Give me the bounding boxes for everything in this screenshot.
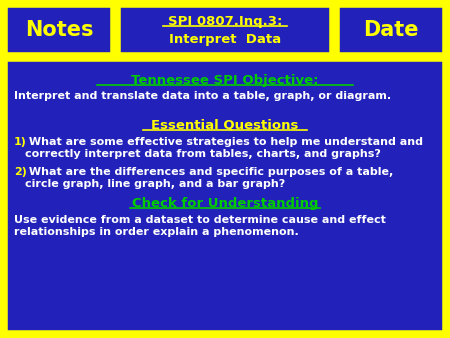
Text: What are the differences and specific purposes of a table,
circle graph, line gr: What are the differences and specific pu… xyxy=(25,167,393,189)
Text: Interpret  Data: Interpret Data xyxy=(169,32,281,46)
Text: Interpret and translate data into a table, graph, or diagram.: Interpret and translate data into a tabl… xyxy=(14,91,391,101)
Text: Date: Date xyxy=(363,20,419,40)
Bar xyxy=(5,5,113,55)
Bar xyxy=(118,5,332,55)
Bar xyxy=(5,59,445,333)
Text: Check for Understanding: Check for Understanding xyxy=(132,197,318,210)
Text: Use evidence from a dataset to determine cause and effect
relationships in order: Use evidence from a dataset to determine… xyxy=(14,215,386,237)
Text: 2): 2) xyxy=(14,167,27,177)
Text: Essential Questions: Essential Questions xyxy=(151,119,299,132)
Text: SPI 0807.Inq.3:: SPI 0807.Inq.3: xyxy=(168,15,282,27)
Text: 1): 1) xyxy=(14,137,27,147)
Bar xyxy=(337,5,445,55)
Text: Tennessee SPI Objective:: Tennessee SPI Objective: xyxy=(131,74,319,87)
Text: Notes: Notes xyxy=(25,20,93,40)
Text: What are some effective strategies to help me understand and
correctly interpret: What are some effective strategies to he… xyxy=(25,137,423,159)
